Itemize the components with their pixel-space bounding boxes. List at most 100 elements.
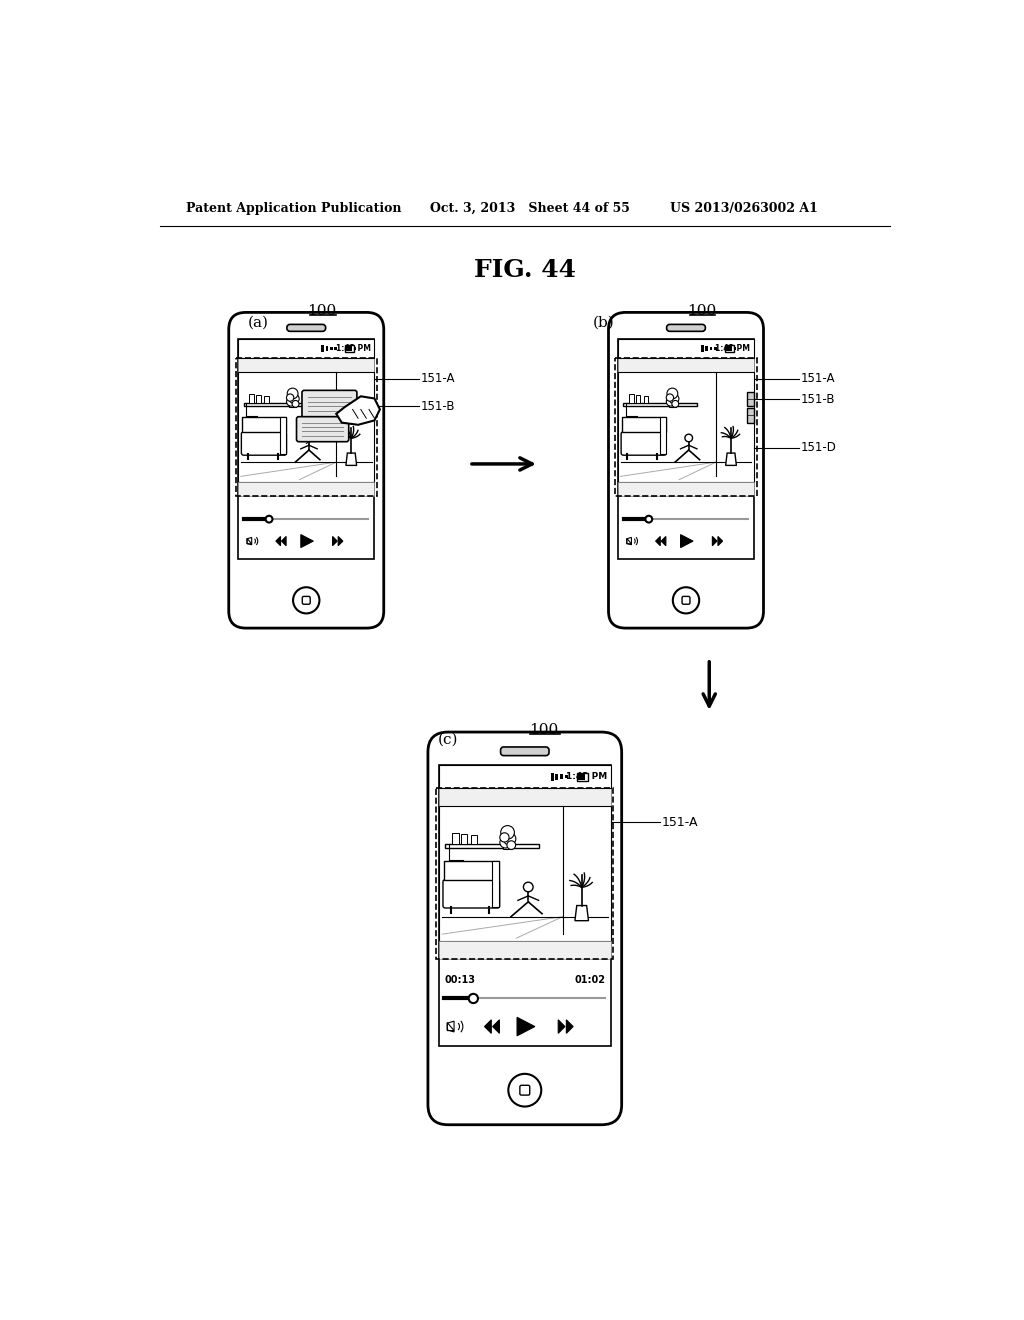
- Circle shape: [287, 397, 295, 407]
- Bar: [345, 346, 354, 351]
- Polygon shape: [517, 1018, 535, 1036]
- FancyBboxPatch shape: [443, 879, 500, 908]
- Text: (a): (a): [248, 315, 269, 330]
- Bar: [622, 417, 666, 433]
- Bar: [354, 347, 356, 350]
- Bar: [242, 417, 286, 433]
- Bar: [734, 347, 735, 350]
- Circle shape: [265, 516, 272, 523]
- Circle shape: [287, 393, 294, 401]
- Circle shape: [685, 434, 692, 442]
- Bar: [236, 358, 377, 496]
- Text: 1:43 PM: 1:43 PM: [566, 772, 607, 781]
- Circle shape: [667, 393, 674, 401]
- Polygon shape: [726, 453, 736, 466]
- FancyBboxPatch shape: [287, 325, 326, 331]
- Bar: [617, 482, 755, 496]
- Bar: [281, 417, 286, 454]
- Circle shape: [293, 587, 319, 614]
- Text: 01:02: 01:02: [574, 975, 605, 985]
- Text: Oct. 3, 2013   Sheet 44 of 55: Oct. 3, 2013 Sheet 44 of 55: [430, 202, 630, 215]
- Polygon shape: [445, 843, 539, 847]
- Bar: [461, 834, 467, 843]
- Text: (b): (b): [593, 315, 614, 330]
- Bar: [438, 766, 611, 788]
- Text: 151-A: 151-A: [421, 372, 456, 385]
- Bar: [564, 775, 567, 779]
- Text: (c): (c): [438, 733, 459, 747]
- Circle shape: [305, 434, 312, 442]
- Bar: [725, 346, 734, 351]
- Text: 151-A: 151-A: [801, 372, 836, 385]
- Polygon shape: [566, 1020, 573, 1034]
- Circle shape: [290, 393, 299, 404]
- Bar: [238, 358, 375, 372]
- Circle shape: [500, 837, 511, 847]
- Circle shape: [667, 397, 675, 407]
- Text: 100: 100: [307, 304, 336, 318]
- Text: 151-B: 151-B: [801, 393, 836, 405]
- Bar: [238, 339, 375, 358]
- FancyBboxPatch shape: [667, 325, 706, 331]
- Bar: [660, 417, 666, 454]
- Bar: [438, 807, 611, 941]
- Polygon shape: [484, 1020, 492, 1034]
- Text: 1:43 PM: 1:43 PM: [336, 345, 371, 352]
- Polygon shape: [282, 536, 286, 545]
- Polygon shape: [681, 535, 693, 548]
- Text: 100: 100: [687, 304, 716, 318]
- Bar: [334, 347, 337, 350]
- Text: 1:43 PM: 1:43 PM: [716, 345, 751, 352]
- Circle shape: [287, 388, 298, 399]
- FancyBboxPatch shape: [501, 747, 549, 755]
- Bar: [438, 766, 611, 1047]
- Circle shape: [669, 393, 679, 404]
- Bar: [710, 347, 713, 351]
- FancyBboxPatch shape: [622, 432, 667, 455]
- Bar: [617, 358, 755, 372]
- Circle shape: [673, 587, 699, 614]
- Bar: [249, 395, 254, 403]
- Bar: [701, 345, 703, 352]
- Bar: [346, 346, 352, 351]
- Polygon shape: [346, 453, 356, 466]
- Text: 151-B: 151-B: [421, 400, 456, 413]
- Bar: [706, 346, 708, 351]
- Polygon shape: [333, 536, 337, 545]
- Text: FIG. 44: FIG. 44: [474, 257, 575, 282]
- Bar: [617, 339, 755, 558]
- Bar: [238, 372, 375, 482]
- Circle shape: [645, 516, 652, 523]
- Bar: [560, 775, 563, 779]
- Bar: [504, 840, 512, 849]
- Polygon shape: [493, 1020, 500, 1034]
- Circle shape: [469, 994, 478, 1003]
- Bar: [443, 862, 499, 880]
- Bar: [238, 482, 375, 496]
- FancyBboxPatch shape: [242, 432, 287, 455]
- Circle shape: [508, 1074, 542, 1106]
- Bar: [330, 347, 333, 351]
- Bar: [493, 862, 499, 907]
- Text: 151-A: 151-A: [662, 816, 698, 829]
- Bar: [714, 347, 717, 350]
- Bar: [238, 339, 375, 558]
- Bar: [438, 941, 611, 960]
- Circle shape: [292, 400, 299, 408]
- Bar: [669, 399, 676, 408]
- Bar: [617, 339, 755, 358]
- Text: Patent Application Publication: Patent Application Publication: [186, 202, 401, 215]
- FancyBboxPatch shape: [682, 597, 690, 605]
- Bar: [322, 345, 324, 352]
- Polygon shape: [338, 536, 343, 545]
- Bar: [326, 346, 329, 351]
- Polygon shape: [718, 536, 723, 545]
- Polygon shape: [301, 535, 313, 548]
- Text: 151-D: 151-D: [801, 441, 837, 454]
- FancyBboxPatch shape: [520, 1085, 529, 1096]
- Bar: [629, 395, 634, 403]
- FancyBboxPatch shape: [302, 391, 357, 417]
- Circle shape: [667, 388, 678, 399]
- Polygon shape: [574, 906, 589, 921]
- Bar: [748, 392, 755, 407]
